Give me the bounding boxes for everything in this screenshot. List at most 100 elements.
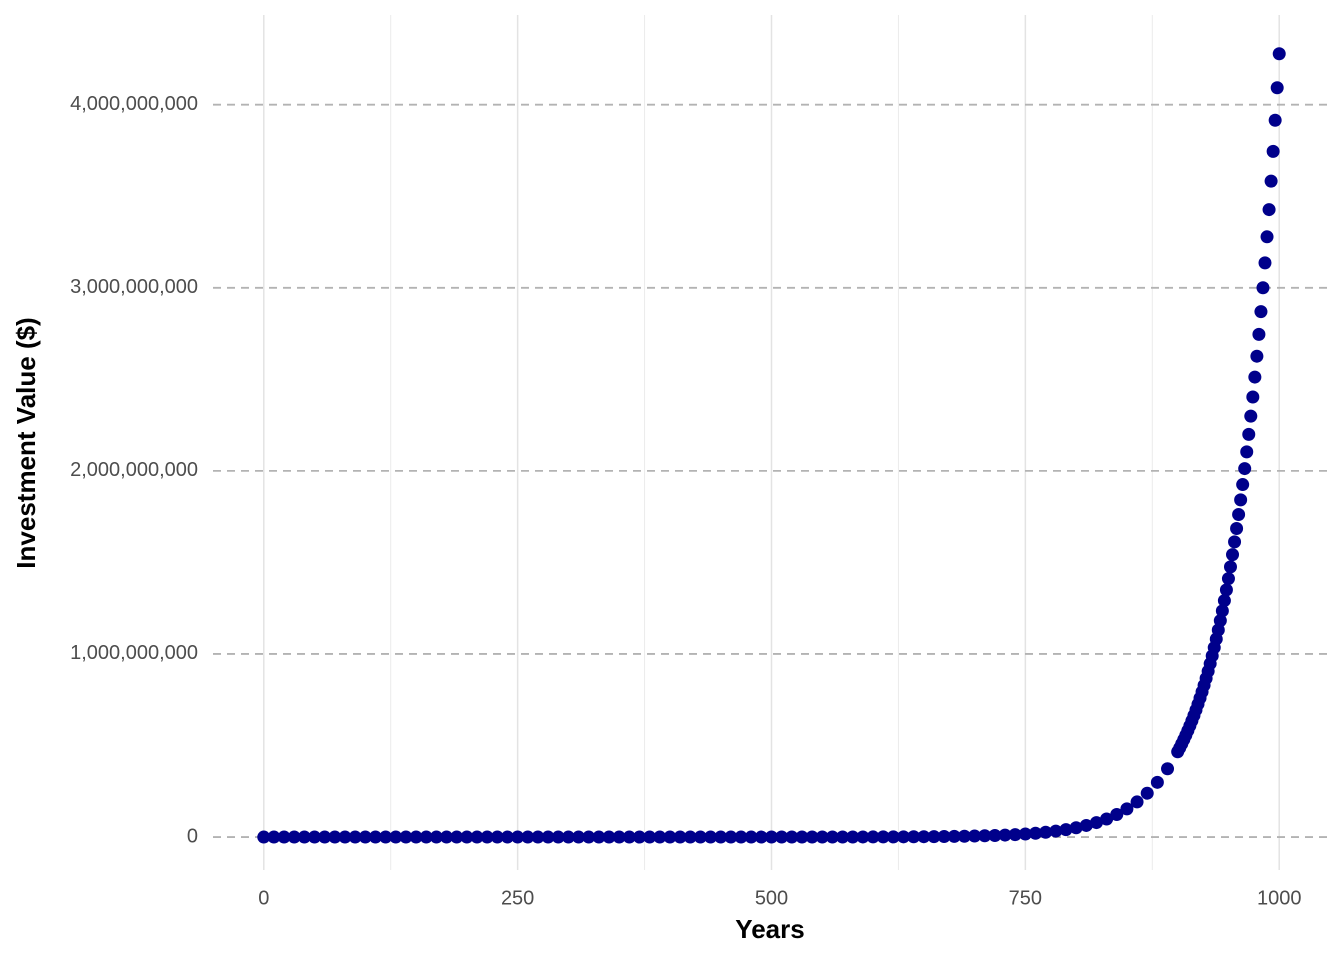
point (1140, 786, 1154, 800)
point (1262, 203, 1276, 217)
point (1234, 493, 1248, 507)
x-tick-label: 250 (501, 887, 534, 909)
point (348, 830, 362, 844)
point (429, 830, 443, 844)
point (1230, 521, 1244, 535)
point (947, 829, 961, 843)
point (1236, 478, 1250, 492)
point (1008, 828, 1022, 842)
point (1069, 821, 1083, 835)
point (1256, 281, 1270, 295)
x-tick-label: 500 (755, 887, 788, 909)
y-tick-label: 3,000,000,000 (70, 276, 198, 298)
point (663, 830, 677, 844)
y-axis-title: Investment Value ($) (11, 317, 41, 568)
point (683, 830, 697, 844)
point (1215, 604, 1229, 618)
y-tick-label: 2,000,000,000 (70, 459, 198, 481)
point (998, 828, 1012, 842)
point (1059, 823, 1073, 837)
point (582, 830, 596, 844)
point (419, 830, 433, 844)
point (257, 830, 271, 844)
point (338, 830, 352, 844)
point (825, 830, 839, 844)
point (1232, 507, 1246, 521)
y-tick-label: 0 (187, 825, 198, 847)
point (795, 830, 809, 844)
point (734, 830, 748, 844)
point (1272, 47, 1286, 61)
point (389, 830, 403, 844)
point (399, 830, 413, 844)
point (1100, 812, 1114, 826)
point (724, 830, 738, 844)
point (490, 830, 504, 844)
point (693, 830, 707, 844)
point (1029, 826, 1043, 840)
x-tick-label: 0 (258, 887, 269, 909)
point (937, 830, 951, 844)
point (653, 830, 667, 844)
x-tick-label: 750 (1009, 887, 1042, 909)
point (805, 830, 819, 844)
point (1018, 827, 1032, 841)
point (815, 830, 829, 844)
point (856, 830, 870, 844)
point (521, 830, 535, 844)
point (632, 830, 646, 844)
point (744, 830, 758, 844)
point (988, 828, 1002, 842)
point (1226, 548, 1240, 562)
point (622, 830, 636, 844)
point (602, 830, 616, 844)
points (257, 47, 1286, 844)
point (897, 830, 911, 844)
point (1221, 572, 1235, 586)
point (1130, 795, 1144, 809)
point (846, 830, 860, 844)
point (957, 829, 971, 843)
point (318, 830, 332, 844)
y-tick-label: 1,000,000,000 (70, 642, 198, 664)
point (572, 830, 586, 844)
y-tick-label: 4,000,000,000 (70, 93, 198, 115)
point (673, 830, 687, 844)
point (328, 830, 342, 844)
point (1264, 174, 1278, 188)
point (1120, 802, 1134, 816)
point (358, 830, 372, 844)
point (765, 830, 778, 844)
point (1079, 818, 1093, 832)
grid (213, 15, 1330, 870)
point (1268, 113, 1282, 127)
point (1242, 427, 1256, 441)
point (450, 830, 464, 844)
point (500, 830, 514, 844)
x-tick-label: 1000 (1257, 887, 1302, 909)
point (866, 830, 880, 844)
point (531, 830, 545, 844)
point (612, 830, 626, 844)
point (409, 830, 423, 844)
point (1089, 816, 1103, 830)
point (1213, 614, 1227, 628)
point (785, 830, 799, 844)
point (876, 830, 890, 844)
point (643, 830, 657, 844)
point (704, 830, 718, 844)
point (368, 830, 382, 844)
point (287, 830, 301, 844)
point (480, 830, 494, 844)
point (1161, 762, 1175, 776)
point (1244, 409, 1258, 423)
point (1110, 808, 1124, 822)
point (1260, 230, 1274, 244)
point (308, 830, 322, 844)
point (1150, 775, 1164, 789)
point (907, 830, 921, 844)
point (1258, 256, 1272, 270)
point (1238, 462, 1252, 476)
